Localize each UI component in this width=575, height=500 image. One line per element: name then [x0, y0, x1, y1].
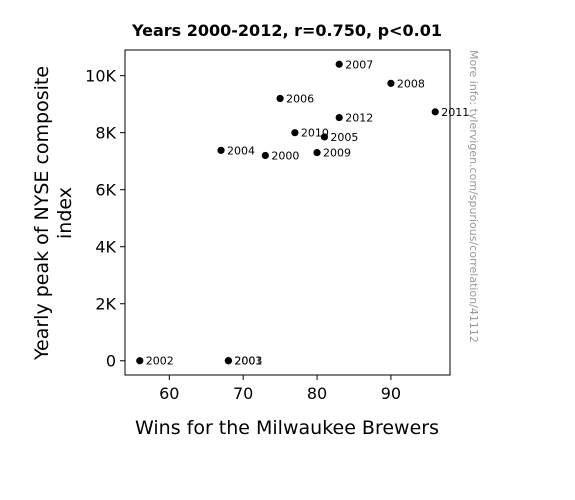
data-point-label: 2010: [301, 127, 329, 140]
data-point: [320, 133, 329, 141]
data-point-label: 2002: [146, 355, 174, 368]
data-point-label: 2008: [397, 77, 425, 90]
y-tick-label: 4K: [95, 238, 116, 257]
data-point: [387, 79, 395, 87]
data-point: [224, 357, 233, 365]
data-point-label: 2001: [234, 355, 262, 368]
x-tick-label: 80: [307, 384, 327, 403]
x-tick-label: 60: [159, 384, 179, 403]
y-tick-label: 8K: [95, 124, 116, 143]
data-point-label: 2000: [271, 149, 299, 162]
data-point-label: 2006: [286, 92, 314, 105]
data-point: [291, 129, 299, 137]
x-tick-label: 90: [381, 384, 401, 403]
data-point-label: 2009: [323, 147, 351, 160]
y-axis-label: Yearly peak of NYSE composite index: [31, 66, 76, 361]
chart-title: Years 2000-2012, r=0.750, p<0.01: [131, 21, 442, 40]
data-point: [261, 151, 269, 160]
watermark-text: More info: tylervigen.com/spurious/corre…: [467, 50, 480, 343]
y-tick-label: 10K: [85, 67, 116, 86]
y-tick-label: 2K: [95, 295, 116, 314]
plot-frame: [124, 49, 451, 376]
data-point: [136, 357, 144, 365]
y-tick-label: 0: [106, 352, 116, 371]
data-point-label: 2007: [345, 58, 373, 71]
data-point: [335, 113, 343, 122]
data-point: [313, 149, 321, 157]
y-tick-label: 6K: [95, 181, 116, 200]
data-point: [276, 94, 284, 103]
plot-area: 60 70 80 90 0 2K 4K 6K 8K 10K 2000 2001 2002 2003 2004…: [85, 49, 469, 403]
data-point-label: 2003: [234, 355, 262, 368]
x-axis-label: Wins for the Milwaukee Brewers: [135, 417, 439, 439]
data-point-label: 2012: [345, 112, 373, 125]
data-point-label: 2005: [330, 131, 358, 144]
x-tick-label: 70: [233, 384, 253, 403]
data-point-label: 2004: [227, 144, 255, 157]
data-point: [431, 108, 439, 116]
data-point-label: 2011: [441, 106, 469, 119]
y-axis-label-line-2: index: [54, 187, 76, 239]
data-point: [335, 60, 343, 68]
data-point: [217, 146, 225, 154]
y-axis-label-line-1: Yearly peak of NYSE composite: [31, 66, 53, 361]
